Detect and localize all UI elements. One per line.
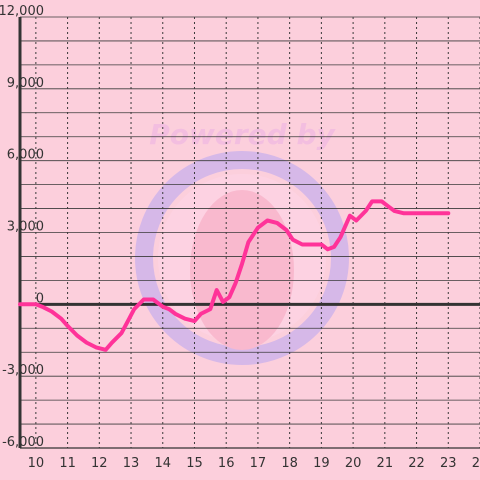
x-tick-label: 23 xyxy=(440,456,457,471)
watermark-text: Powered by xyxy=(149,118,336,151)
x-tick-label: 22 xyxy=(408,456,425,471)
x-tick-label: 10 xyxy=(28,456,45,471)
y-tick-label: 6,000 xyxy=(7,148,44,163)
x-tick-label: 12 xyxy=(91,456,108,471)
y-tick-label: 3,000 xyxy=(7,220,44,235)
y-tick-label: -3,000 xyxy=(2,363,44,378)
x-tick-label: 14 xyxy=(154,456,171,471)
x-tick-label: 21 xyxy=(377,456,394,471)
watermark-rainbow-circle xyxy=(135,151,349,365)
y-tick-label: 12,000 xyxy=(0,4,44,19)
x-tick-label: 19 xyxy=(313,456,330,471)
x-tick-label: 13 xyxy=(123,456,140,471)
series-line xyxy=(18,199,451,352)
x-tick-label: 11 xyxy=(59,456,76,471)
y-tick-label: 9,000 xyxy=(7,76,44,91)
axes xyxy=(18,17,480,449)
x-tick-label: 15 xyxy=(186,456,203,471)
tick-labels: -6,000 -3,000 0 3,000 6,000 9,000 12,000 10 11 12… xyxy=(0,4,480,471)
y-tick-label: 0 xyxy=(36,291,44,306)
x-tick-label: 18 xyxy=(281,456,298,471)
x-tick-label: 24 xyxy=(472,456,480,471)
series-group xyxy=(18,199,451,352)
x-tick-label: 16 xyxy=(218,456,235,471)
x-tick-label: 20 xyxy=(345,456,362,471)
y-tick-label: -6,000 xyxy=(2,435,44,450)
x-tick-label: 17 xyxy=(250,456,267,471)
